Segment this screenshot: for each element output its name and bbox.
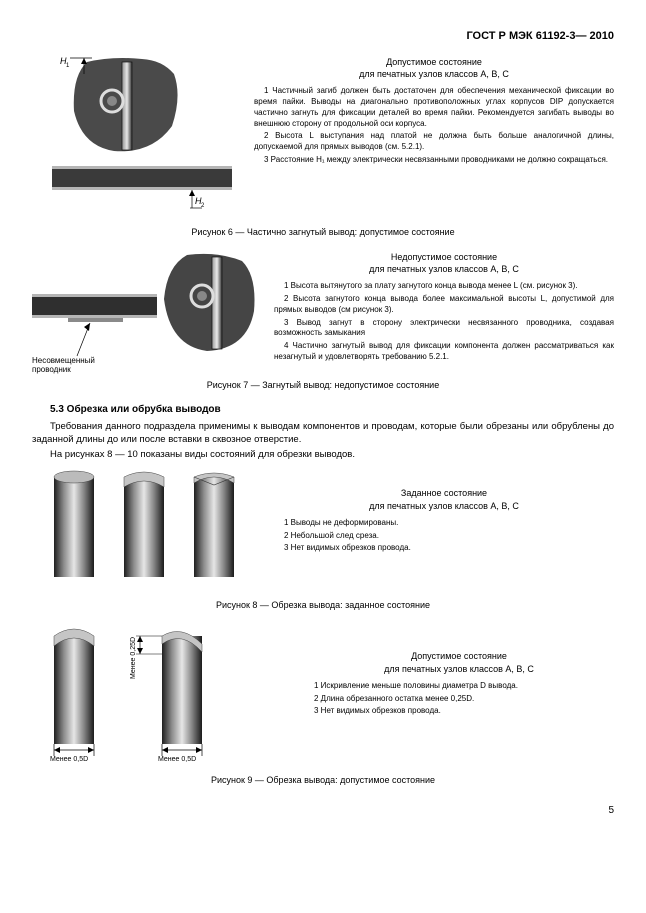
fig6-p3: 3 Расстояние H₁ между электрически несвя… [254,155,614,166]
standard-header: ГОСТ Р МЭК 61192-3— 2010 [32,30,614,42]
figure-8-row: Заданное состояние для печатных узлов кл… [32,469,614,594]
section-5-3-body-1: Требования данного подраздела применимы … [32,421,614,447]
fig7-p1: 1 Высота вытянутого за плату загнутого к… [274,281,614,292]
fig7-title-2: для печатных узлов классов A, B, C [274,263,614,275]
figure-7-text: Недопустимое состояние для печатных узло… [274,251,614,365]
fig8-p1: 1 Выводы не деформированы. [274,518,614,529]
svg-text:2: 2 [201,203,205,209]
section-5-3-heading: 5.3 Обрезка или обрубка выводов [32,404,614,415]
figure-6-row: H 1 H 2 Допустимое состояние для печатны… [32,56,614,221]
fig7-p4: 4 Частично загнутый вывод для фиксации к… [274,341,614,363]
figure-8-image [32,469,262,594]
fig8-p2: 2 Небольшой след среза. [274,531,614,542]
figure-9-row: Менее 0,5D [32,624,614,769]
fig6-p1: 1 Частичный загиб должен быть достаточен… [254,86,614,129]
fig8-caption: Рисунок 8 — Обрезка вывода: заданное сос… [32,600,614,610]
fig9-title-2: для печатных узлов классов A, B, C [304,663,614,675]
fig6-title-1: Допустимое состояние [254,56,614,68]
fig8-title-1: Заданное состояние [274,487,614,499]
dim-label-05d-1: Менее 0,5D [50,756,88,763]
fig7-p3: 3 Вывод загнут в сторону электрически не… [274,318,614,340]
fig9-p2: 2 Длина обрезанного остатка менее 0,25D. [304,694,614,705]
fig7-title-1: Недопустимое состояние [274,251,614,263]
fig6-caption: Рисунок 6 — Частично загнутый вывод: доп… [32,227,614,237]
fig9-p1: 1 Искривление меньше половины диаметра D… [304,681,614,692]
figure-9-text: Допустимое состояние для печатных узлов … [304,624,614,719]
fig8-p3: 3 Нет видимых обрезков провода. [274,543,614,554]
fig8-title-2: для печатных узлов классов A, B, C [274,500,614,512]
section-5-3-body-2: На рисунках 8 — 10 показаны виды состоян… [32,449,614,462]
page-number: 5 [32,805,614,816]
dim-label-025d: Менее 0,25D [130,637,137,679]
dim-label-05d-2: Менее 0,5D [158,756,196,763]
figure-6-image: H 1 H 2 [32,56,242,221]
fig9-title-1: Допустимое состояние [304,650,614,662]
fig9-caption: Рисунок 9 — Обрезка вывода: допустимое с… [32,775,614,785]
svg-text:1: 1 [66,63,70,69]
figure-6-text: Допустимое состояние для печатных узлов … [254,56,614,168]
fig9-p3: 3 Нет видимых обрезков провода. [304,706,614,717]
page-root: ГОСТ Р МЭК 61192-3— 2010 [0,0,646,836]
figure-7-image: Несовмещенный проводник [32,251,262,374]
fig6-title-2: для печатных узлов классов A, B, C [254,68,614,80]
figure-8-text: Заданное состояние для печатных узлов кл… [274,469,614,556]
figure-9-image: Менее 0,5D [32,624,292,769]
figure-7-row: Несовмещенный проводник Недопустимое сос… [32,251,614,374]
fig7-p2: 2 Высота загнутого конца вывода более ма… [274,294,614,316]
fig6-p2: 2 Высота L выступания над платой не долж… [254,131,614,153]
